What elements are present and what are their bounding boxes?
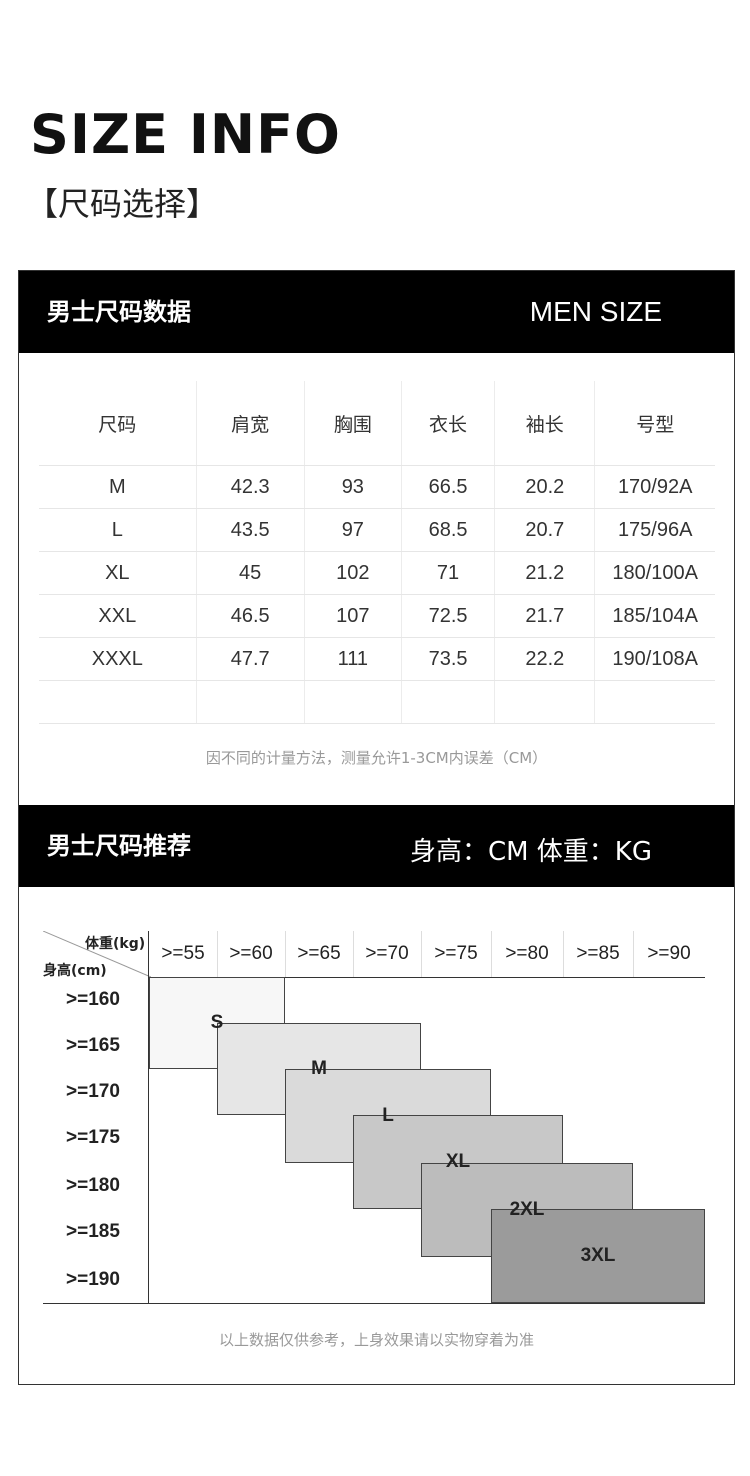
size-block-label: L — [382, 1105, 394, 1126]
table-cell: 73.5 — [400, 637, 495, 681]
axis-bottom-line — [43, 1303, 705, 1304]
weight-column-label: >=80 — [505, 943, 549, 964]
column-divider — [217, 931, 218, 977]
axis-diagonal — [43, 931, 151, 978]
table-cell: 93 — [303, 465, 402, 509]
weight-axis-label: 体重(kg) — [85, 936, 146, 952]
weight-column-label: >=55 — [161, 943, 205, 964]
column-divider — [353, 931, 354, 977]
table-cell — [303, 680, 402, 724]
size-block — [491, 1209, 705, 1303]
column-divider — [633, 931, 634, 977]
column-divider — [491, 931, 492, 977]
table-cell: 肩宽 — [195, 381, 305, 466]
table-cell: 衣长 — [400, 381, 495, 466]
weight-column-label: >=75 — [434, 943, 478, 964]
table-row: XL 45 102 71 21.2 180/100A — [39, 551, 715, 595]
table-cell: 107 — [303, 594, 402, 638]
table-row-empty — [39, 680, 715, 724]
table-cell — [195, 680, 305, 724]
table-cell: 97 — [303, 508, 402, 552]
size-recommend-units: 身高：CM 体重：KG — [409, 837, 652, 867]
table-cell: 190/108A — [594, 637, 715, 681]
table-cell: 20.2 — [494, 465, 595, 509]
column-divider — [285, 931, 286, 977]
column-divider — [563, 931, 564, 977]
height-row-label: >=190 — [66, 1269, 120, 1290]
table-cell: 72.5 — [400, 594, 495, 638]
table-cell: M — [39, 465, 197, 509]
reference-note: 以上数据仅供参考，上身效果请以实物穿着为准 — [218, 1331, 534, 1349]
table-cell: XXXL — [39, 637, 197, 681]
size-data-title-en: MEN SIZE — [529, 296, 662, 327]
table-row: XXXL 47.7 111 73.5 22.2 190/108A — [39, 637, 715, 681]
table-cell — [594, 680, 715, 724]
size-block-label: M — [311, 1058, 327, 1079]
table-cell — [39, 680, 197, 724]
size-table: 尺码 肩宽 胸围 衣长 袖长 号型 M 42.3 93 66.5 20.2 170/92A L 43.5 9… — [39, 381, 715, 724]
table-cell: XXL — [39, 594, 197, 638]
table-cell: 185/104A — [594, 594, 715, 638]
column-divider — [421, 931, 422, 977]
size-recommend-title: 男士尺码推荐 — [47, 832, 191, 860]
table-cell: 43.5 — [195, 508, 305, 552]
table-cell: XL — [39, 551, 197, 595]
table-row: M 42.3 93 66.5 20.2 170/92A — [39, 465, 715, 509]
weight-column-label: >=70 — [365, 943, 409, 964]
size-block-label: XL — [445, 1151, 471, 1172]
page-title: SIZE INFO — [30, 103, 341, 166]
size-data-header: 男士尺码数据 MEN SIZE — [19, 271, 734, 353]
axis-top-line — [149, 977, 705, 978]
table-cell: 111 — [303, 637, 402, 681]
table-cell: 袖长 — [494, 381, 595, 466]
table-cell: 21.7 — [494, 594, 595, 638]
weight-column-label: >=65 — [297, 943, 341, 964]
table-cell: 66.5 — [400, 465, 495, 509]
height-row-label: >=185 — [66, 1221, 120, 1242]
table-row: XXL 46.5 107 72.5 21.7 185/104A — [39, 594, 715, 638]
table-header-row: 尺码 肩宽 胸围 衣长 袖长 号型 — [39, 381, 715, 466]
size-recommend-chart: 体重(kg) 身高(cm) >=55 >=60 >=65 >=70 >=75 >=80 >=… — [19, 271, 734, 1384]
page-subtitle: 【尺码选择】 — [26, 185, 219, 223]
height-row-label: >=160 — [66, 989, 120, 1010]
table-cell: 尺码 — [39, 381, 197, 466]
size-block-label: S — [210, 1012, 224, 1033]
table-cell: 22.2 — [494, 637, 595, 681]
size-block-label: 3XL — [580, 1245, 616, 1266]
table-cell — [494, 680, 595, 724]
table-cell: 71 — [400, 551, 495, 595]
measurement-note: 因不同的计量方法，测量允许1-3CM内误差（CM） — [205, 749, 548, 767]
table-cell: 45 — [195, 551, 305, 595]
table-cell: 47.7 — [195, 637, 305, 681]
table-cell: 20.7 — [494, 508, 595, 552]
weight-column-label: >=60 — [229, 943, 273, 964]
table-cell: 180/100A — [594, 551, 715, 595]
weight-column-label: >=85 — [576, 943, 620, 964]
table-cell: 175/96A — [594, 508, 715, 552]
weight-column-label: >=90 — [647, 943, 691, 964]
table-cell: 102 — [303, 551, 402, 595]
axis-left-line — [148, 931, 149, 1304]
table-cell: 170/92A — [594, 465, 715, 509]
size-info-panel: 男士尺码数据 MEN SIZE 尺码 肩宽 胸围 衣长 袖长 号型 M 42.3 93 66.5 2… — [18, 270, 735, 1385]
table-cell: 46.5 — [195, 594, 305, 638]
table-cell: 68.5 — [400, 508, 495, 552]
size-block-label: 2XL — [509, 1199, 545, 1220]
height-row-label: >=175 — [66, 1127, 120, 1148]
height-row-label: >=180 — [66, 1175, 120, 1196]
table-cell: 21.2 — [494, 551, 595, 595]
table-cell: 42.3 — [195, 465, 305, 509]
table-cell: 号型 — [594, 381, 715, 466]
table-cell: 胸围 — [303, 381, 402, 466]
height-axis-label: 身高(cm) — [43, 963, 107, 979]
size-recommend-header: 男士尺码推荐 身高：CM 体重：KG — [19, 805, 734, 887]
table-row: L 43.5 97 68.5 20.7 175/96A — [39, 508, 715, 552]
height-row-label: >=165 — [66, 1035, 120, 1056]
size-data-title: 男士尺码数据 — [47, 298, 191, 326]
table-cell: L — [39, 508, 197, 552]
height-row-label: >=170 — [66, 1081, 120, 1102]
table-cell — [400, 680, 495, 724]
